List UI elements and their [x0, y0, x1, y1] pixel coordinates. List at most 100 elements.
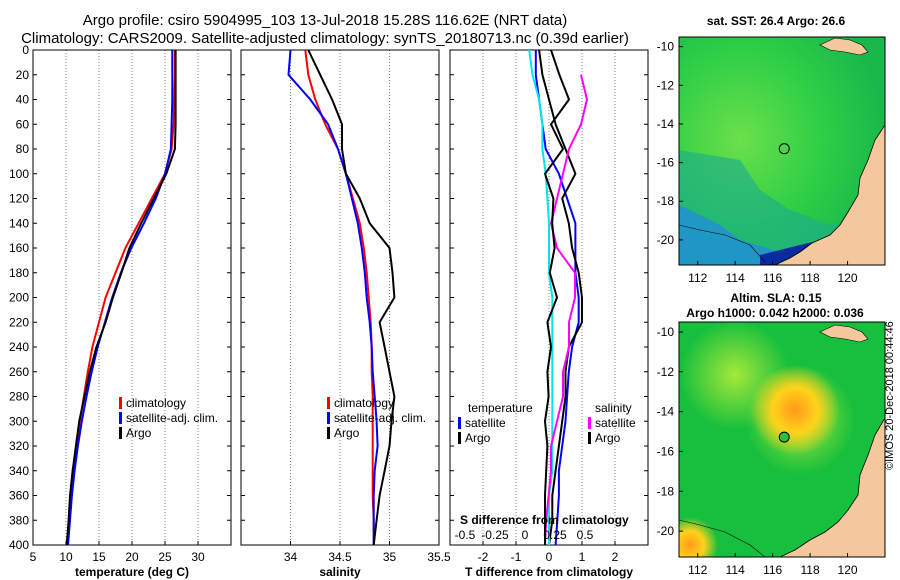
- argo-position-marker: [778, 431, 790, 443]
- map-lat-label: -10: [657, 325, 675, 339]
- legend-swatch: [119, 397, 122, 409]
- map-lon-label: 120: [838, 271, 858, 285]
- map-lat-label: -14: [657, 117, 675, 131]
- legend-label: Argo: [465, 431, 491, 445]
- y-tick-label: 220: [9, 315, 29, 329]
- y-tick-label: 20: [16, 68, 30, 82]
- sla-map-title: Altim. SLA: 0.15: [730, 291, 822, 305]
- secondary-axis-label: S difference from climatology: [460, 513, 629, 527]
- sla-land-coast: [779, 417, 885, 557]
- legend-label: climatology: [126, 396, 186, 410]
- series-salinity-satellite: [544, 74, 588, 546]
- map-lat-label: -16: [657, 156, 675, 170]
- legend-label: Argo: [595, 431, 621, 445]
- y-tick-label: 0: [22, 43, 29, 57]
- legend-label: satellite-adj. clim.: [126, 411, 218, 425]
- series-climatology: [66, 50, 176, 546]
- map-lon-label: 120: [838, 563, 858, 577]
- map-axes-sat-sst-map: 112 114 116 118 120 -10 -12 -14 -16 -18 -20: [657, 36, 886, 285]
- secondary-tick-label: 0: [522, 528, 529, 542]
- y-tick-label: 100: [9, 167, 29, 181]
- map-lon-label: 116: [763, 563, 782, 577]
- y-tick-label: 380: [9, 513, 29, 527]
- x-tick-label: 0: [546, 550, 553, 564]
- x-tick-label: 5: [30, 550, 37, 564]
- series-satellite-adj-clim-: [287, 49, 379, 545]
- legend-swatch: [458, 417, 461, 429]
- x-tick-label: -2: [478, 550, 489, 564]
- map-lat-label: -10: [657, 40, 675, 54]
- y-tick-label: 40: [16, 93, 30, 107]
- y-tick-label: 80: [16, 142, 30, 156]
- climatology-title: Climatology: CARS2009. Satellite-adjuste…: [21, 30, 629, 47]
- x-axis-label: temperature (deg C): [75, 565, 189, 579]
- map-lon-label: 114: [726, 271, 745, 285]
- y-tick-label: 240: [9, 340, 29, 354]
- map-lon-label: 112: [688, 271, 707, 285]
- series-salinity-argo: [544, 49, 570, 545]
- y-tick-label: 60: [16, 117, 30, 131]
- series-temperature-satellite: [534, 50, 580, 546]
- y-tick-label: 260: [9, 365, 29, 379]
- x-tick-label: 20: [125, 550, 139, 564]
- x-tick-label: 34.5: [328, 550, 352, 564]
- map-frame: [678, 321, 886, 558]
- legend-swatch: [458, 432, 461, 444]
- map-lon-label: 114: [726, 563, 745, 577]
- y-tick-label: 140: [9, 216, 29, 230]
- map-frame: [678, 36, 886, 266]
- map-lat-label: -12: [657, 365, 675, 379]
- y-tick-label: 320: [9, 439, 29, 453]
- map-lat-label: -20: [657, 233, 675, 247]
- legend-swatch: [327, 397, 330, 409]
- series-satellite-adj-clim-: [67, 50, 174, 546]
- legend-swatch: [119, 412, 122, 424]
- sla-map-heights: Argo h1000: 0.042 h2000: 0.036: [686, 306, 864, 320]
- map-lat-label: -16: [657, 444, 675, 458]
- y-tick-label: 200: [9, 291, 29, 305]
- secondary-tick-label: -0.25: [481, 528, 509, 542]
- x-axis-label: T difference from climatology: [465, 565, 633, 579]
- map-lon-label: 118: [801, 563, 820, 577]
- map-axes-altim-sla-map: 112 114 116 118 120 -10 -12 -14 -16 -18 -20: [657, 321, 886, 577]
- map-lat-label: -20: [657, 524, 675, 538]
- sla-bathymetry: [679, 519, 766, 557]
- sla-land-north: [819, 324, 869, 343]
- x-tick-label: 1: [579, 550, 586, 564]
- y-tick-label: 360: [9, 489, 29, 503]
- x-axis-label: salinity: [319, 565, 361, 579]
- map-lon-label: 112: [688, 563, 707, 577]
- x-tick-label: 25: [158, 550, 172, 564]
- x-tick-label: 35: [383, 550, 397, 564]
- legend-label: temperature: [468, 401, 533, 415]
- y-tick-label: 340: [9, 464, 29, 478]
- secondary-tick-label: -0.5: [455, 528, 476, 542]
- x-tick-label: 2: [612, 550, 619, 564]
- series-argo: [307, 49, 396, 546]
- map-lat-label: -14: [657, 405, 675, 419]
- sla-map: [679, 322, 885, 557]
- map-lat-label: -18: [657, 194, 675, 208]
- legend-label: climatology: [334, 396, 394, 410]
- profile-panel-temperature: 0 20 40 60 80 100 120 140 160 180 200 220 240 260 280 3…: [9, 43, 232, 579]
- y-tick-label: 400: [9, 538, 29, 552]
- legend-swatch: [588, 432, 591, 444]
- legend-swatch: [119, 427, 122, 439]
- series-climatology: [304, 49, 375, 545]
- x-tick-label: 34: [284, 550, 298, 564]
- legend-label: salinity: [595, 401, 632, 415]
- y-tick-label: 180: [9, 266, 29, 280]
- legend-label: Argo: [334, 426, 360, 440]
- y-tick-label: 280: [9, 390, 29, 404]
- profile-panel-salinity: 34 34.5 35 35.5 salinity climatologysatellite…: [240, 49, 451, 579]
- series-temperature-argo: [538, 49, 583, 546]
- x-tick-label: 15: [92, 550, 106, 564]
- y-tick-label: 120: [9, 192, 29, 206]
- x-tick-label: 35.5: [427, 550, 451, 564]
- y-tick-label: 160: [9, 241, 29, 255]
- profile-title: Argo profile: csiro 5904995_103 13-Jul-2…: [82, 12, 568, 29]
- y-tick-label: 300: [9, 414, 29, 428]
- sst-land-north: [819, 37, 869, 56]
- x-tick-label: 10: [59, 550, 73, 564]
